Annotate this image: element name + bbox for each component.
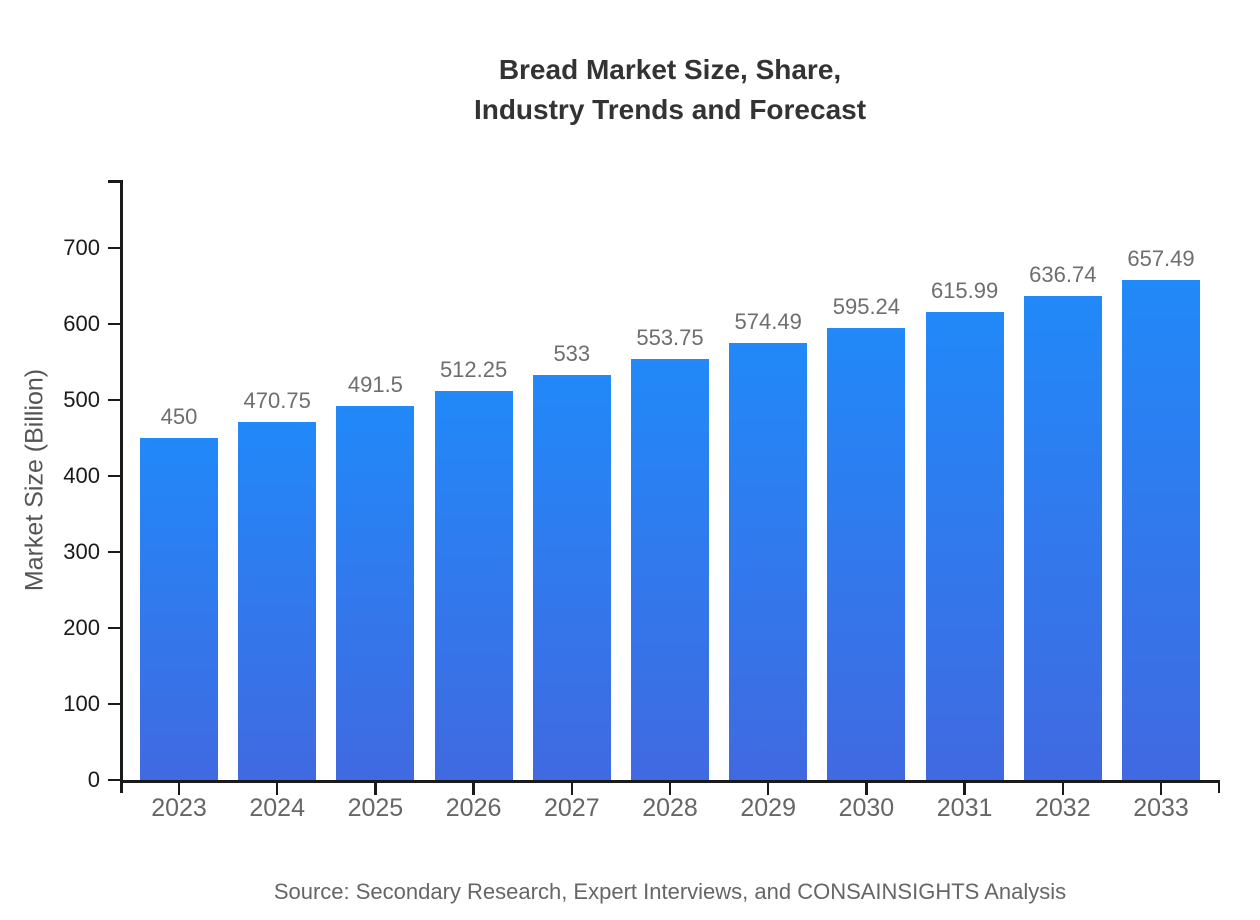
x-axis-end-cap: [1217, 780, 1220, 793]
x-axis-line: [120, 780, 1220, 783]
y-tick-label: 0: [87, 767, 100, 792]
bar: [532, 374, 611, 780]
x-tick-label: 2023: [151, 794, 207, 822]
bar-value-label: 533: [553, 340, 591, 366]
y-tick-mark: [108, 322, 120, 326]
bar: [1023, 296, 1102, 780]
x-tick-label: 2031: [936, 794, 993, 822]
x-tick-label: 2025: [347, 794, 404, 822]
y-tick-label: 300: [63, 539, 100, 564]
bar-value-label: 636.74: [1029, 262, 1097, 288]
x-tick-mark: [766, 782, 770, 795]
x-tick-label: 2024: [249, 794, 305, 822]
x-tick-label: 2028: [642, 794, 698, 822]
y-tick-label: 600: [63, 311, 100, 336]
bar-value-label: 512.25: [439, 356, 508, 382]
bar: [336, 406, 415, 780]
y-tick-label: 500: [63, 387, 100, 412]
y-tick-mark: [108, 246, 120, 250]
chart-title-line-2: Industry Trends and Forecast: [473, 94, 867, 125]
bar-value-label: 470.75: [243, 388, 311, 414]
chart-title: Bread Market Size, Share, Industry Trend…: [120, 50, 1220, 130]
y-tick-label: 700: [63, 235, 100, 260]
x-tick-label: 2026: [445, 794, 502, 822]
x-tick-mark: [1061, 782, 1065, 795]
bar: [729, 343, 808, 780]
y-tick-mark: [108, 398, 120, 402]
bar: [631, 359, 709, 780]
x-tick-mark: [472, 782, 475, 795]
x-tick-mark: [275, 782, 279, 795]
bar-value-label: 615.99: [930, 277, 999, 303]
y-axis-line: [120, 180, 123, 793]
x-tick-mark: [374, 782, 377, 795]
bar-value-label: 450: [160, 404, 198, 429]
x-tick-mark: [177, 782, 181, 795]
bar: [140, 438, 218, 780]
bar: [1122, 280, 1200, 780]
bar: [827, 327, 906, 780]
bar-value-label: 574.49: [734, 309, 802, 335]
x-tick-label: 2030: [838, 794, 895, 822]
x-tick-label: 2033: [1133, 794, 1189, 822]
x-tick-label: 2029: [740, 794, 796, 822]
x-tick-mark: [963, 782, 966, 795]
chart-title-line-1: Bread Market Size, Share,: [498, 54, 842, 85]
bar: [925, 311, 1004, 780]
y-tick-label: 400: [63, 463, 100, 488]
y-tick-mark: [108, 474, 120, 478]
x-tick-mark: [668, 782, 672, 795]
y-tick-label: 200: [63, 615, 100, 640]
x-tick-label: 2027: [543, 794, 600, 822]
source-note: Source: Secondary Research, Expert Inter…: [273, 879, 1067, 904]
bar: [434, 390, 513, 780]
bar-value-label: 553.75: [636, 325, 704, 351]
bar-value-label: 595.24: [832, 293, 901, 319]
y-tick-label: 100: [63, 691, 100, 716]
bar-value-label: 491.5: [347, 372, 403, 398]
y-tick-mark: [108, 626, 120, 630]
x-tick-mark: [865, 782, 868, 795]
x-tick-mark: [1159, 782, 1163, 795]
bar: [238, 422, 317, 780]
y-tick-mark: [108, 702, 120, 706]
x-tick-mark: [570, 782, 574, 795]
x-tick-label: 2032: [1034, 794, 1091, 822]
y-tick-mark: [108, 778, 120, 782]
y-tick-mark: [108, 550, 120, 554]
bar-value-label: 657.49: [1127, 246, 1195, 272]
y-axis-end-cap: [108, 180, 122, 183]
